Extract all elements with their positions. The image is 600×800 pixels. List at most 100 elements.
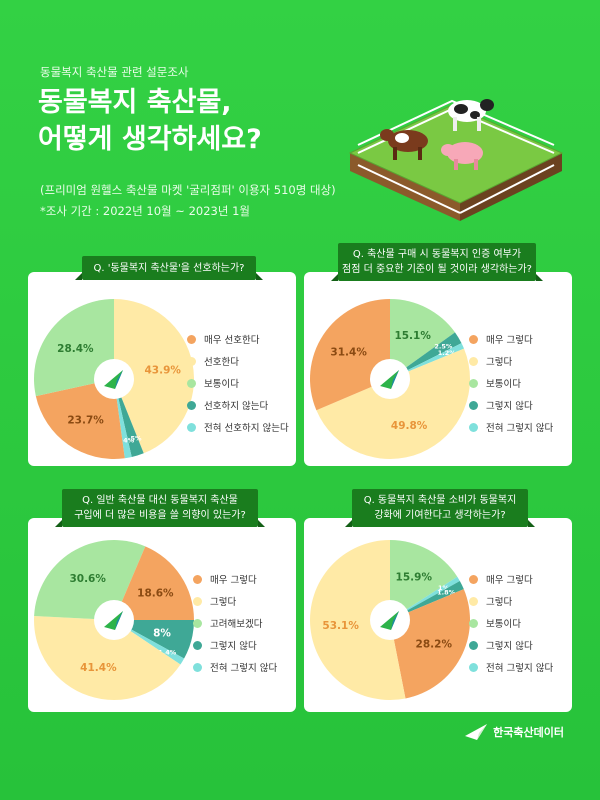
slice-label-1: 23.7% (67, 415, 104, 427)
logo-mark-icon (380, 370, 399, 389)
cow-icon (380, 129, 428, 160)
legend-label: 보통이다 (204, 379, 239, 390)
page-title: 동물복지 축산물, 어떻게 생각하세요? (38, 84, 262, 158)
pie-slice-4 (390, 332, 462, 379)
slice-label-1: 28.2% (416, 638, 453, 650)
legend-item: 그렇지 않다 (193, 634, 277, 656)
legend-item: 그렇다 (469, 350, 553, 372)
legend-swatch (187, 334, 196, 344)
legend-item: 보통이다 (469, 612, 553, 634)
legend-swatch (469, 640, 478, 650)
legend-item: 선호하지 않는다 (187, 394, 289, 416)
logo-text: 한국축산데이터 (493, 726, 564, 739)
legend-swatch (187, 356, 196, 366)
legend-swatch (469, 356, 478, 366)
question-box-4: Q. 동물복지 축산물 소비가 동물복지 강화에 기여한다고 생각하는가? (345, 489, 535, 527)
legend-swatch (469, 662, 478, 672)
legend-swatch (193, 640, 202, 650)
slice-label-2: 43.9% (144, 365, 181, 377)
pie-slice-5 (390, 343, 465, 379)
slice-label-2: 53.1% (322, 620, 359, 632)
logo-icon (465, 724, 488, 740)
legend-label: 그렇다 (486, 597, 513, 608)
legend-swatch (469, 574, 478, 584)
pie-slice-4 (390, 581, 464, 620)
legend-label: 매우 그렇다 (486, 575, 533, 586)
logo-mark-icon (104, 370, 123, 389)
legend-swatch (469, 378, 478, 388)
logo-mark-icon (380, 611, 399, 630)
legend-label: 전혀 그렇지 않다 (486, 423, 554, 434)
title-line-1: 동물복지 축산물, (38, 87, 232, 118)
slice-label-3: 28.4% (57, 343, 94, 355)
legend-label: 그렇다 (210, 597, 237, 608)
legend-label: 선호한다 (204, 357, 239, 368)
legend-swatch (469, 334, 478, 344)
pie-slice-3 (390, 540, 458, 620)
legend-swatch (469, 400, 478, 410)
legend-label: 전혀 그렇지 않다 (210, 663, 278, 674)
pie-slice-1 (310, 299, 390, 411)
pie-slice-3 (34, 540, 146, 620)
pie-slice-5 (114, 620, 185, 665)
legend-label: 전혀 선호하지 않는다 (204, 423, 289, 434)
survey-subtitle: 동물복지 축산물 관련 설문조사 (40, 65, 189, 79)
pie-slice-4 (114, 379, 144, 458)
question-box-1: Q. '동물복지 축산물'을 선호하는가? (75, 256, 263, 280)
farm-illustration (348, 99, 564, 221)
slice-label-2: 49.8% (391, 420, 428, 432)
legend-item: 전혀 선호하지 않는다 (187, 416, 289, 438)
legend-label: 매우 선호한다 (204, 335, 260, 346)
legend-item: 그렇다 (193, 590, 277, 612)
legend-item: 그렇다 (469, 590, 553, 612)
pie-slice-1 (35, 379, 125, 459)
pie-slice-2 (316, 348, 471, 460)
slice-label-3: 15.9% (396, 571, 433, 583)
pie-slice-4 (114, 620, 194, 659)
legend-item: 매우 그렇다 (469, 568, 553, 590)
pie-slice-3 (390, 299, 456, 379)
pie-slice-5 (114, 379, 132, 459)
legend-swatch (193, 574, 202, 584)
pie-chart-4: 15.9% 1%1.8% 28.2% 53.1% (310, 540, 470, 700)
slice-label-5: 1.4% (116, 436, 135, 444)
survey-note: (프리미엄 원헬스 축산물 마켓 '굴리점퍼' 이용자 510명 대상) *조사… (40, 180, 336, 222)
legend-2: 매우 그렇다 그렇다 보통이다 그렇지 않다 전혀 그렇지 않다 (469, 328, 553, 438)
pig-icon (441, 142, 483, 170)
title-line-2: 어떻게 생각하세요? (38, 124, 262, 155)
slice-label-5: 1.2% (438, 349, 457, 357)
pie-chart-1: 43.9% 2.5%1.4% 23.7% 28.4% (33, 299, 195, 459)
legend-item: 전혀 그렇지 않다 (469, 416, 553, 438)
legend-item: 보통이다 (469, 372, 553, 394)
slice-label-1: 18.6% (137, 588, 174, 600)
legend-label: 선호하지 않는다 (204, 401, 269, 412)
pie-slice-5 (390, 576, 460, 620)
legend-label: 고려해보겠다 (210, 619, 263, 630)
legend-item: 전혀 그렇지 않다 (469, 656, 553, 678)
legend-label: 전혀 그렇지 않다 (486, 663, 554, 674)
pie-slice-2 (34, 615, 181, 700)
slice-label-5: 1.4% (158, 648, 177, 656)
legend-swatch (187, 378, 196, 388)
legend-swatch (469, 596, 478, 606)
legend-label: 그렇지 않다 (486, 401, 533, 412)
legend-item: 선호한다 (187, 350, 289, 372)
legend-label: 그렇지 않다 (486, 641, 533, 652)
legend-item: 보통이다 (187, 372, 289, 394)
slice-label-5: 1% (438, 584, 450, 592)
pie-slice-2 (310, 540, 406, 700)
legend-swatch (193, 662, 202, 672)
note-line-2: *조사 기간 : 2022년 10월 ~ 2023년 1월 (40, 204, 250, 218)
pie-chart-3: 8% 1.4% 41.4% 30.6% 18.6% (34, 540, 194, 700)
legend-item: 매우 그렇다 (193, 568, 277, 590)
question-box-2: Q. 축산물 구매 시 동물복지 인증 여부가 점점 더 중요한 기준이 될 것이… (331, 243, 543, 281)
pie-slice-3 (33, 299, 114, 397)
legend-item: 매우 선호한다 (187, 328, 289, 350)
legend-item: 그렇지 않다 (469, 634, 553, 656)
legend-label: 매우 그렇다 (210, 575, 257, 586)
slice-label-4: 1.8% (437, 589, 456, 597)
slice-label-4: 2.5% (124, 435, 143, 443)
